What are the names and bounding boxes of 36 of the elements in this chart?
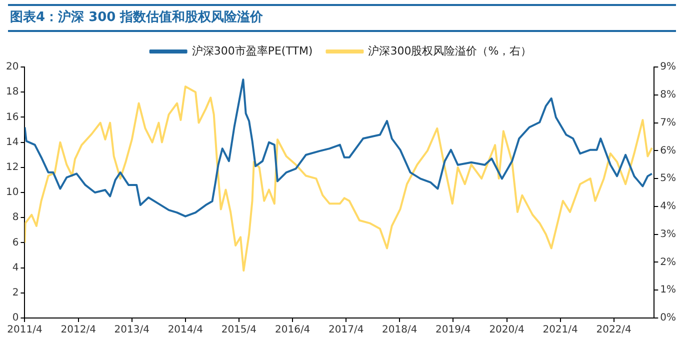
x-tick-label: 2015/4 [221,324,257,336]
y-tick-label: 20 [6,62,19,73]
x-tick-label: 2022/4 [596,324,632,336]
y-tick-label: 4 [12,262,19,274]
legend-label: 沪深300股权风险溢价（%，右） [368,44,532,58]
y-tick-label: 0 [12,312,19,324]
x-tick-label: 2014/4 [168,324,204,336]
x-tick-label: 2016/4 [274,324,310,336]
y-tick-label: 14 [6,136,19,148]
x-tick-label: 2012/4 [60,324,96,336]
y-tick-label: 10 [6,187,19,198]
x-tick-label: 2018/4 [382,324,418,336]
legend-label: 沪深300市盈率PE(TTM) [192,44,313,58]
y2-tick-label: 2% [660,256,676,268]
y-tick-label: 18 [6,86,19,98]
x-tick-label: 2017/4 [328,324,364,336]
x-tick-label: 2020/4 [489,324,524,336]
y2-tick-label: 8% [660,89,676,100]
y-tick-label: 6 [12,237,19,248]
y2-tick-label: 0% [660,312,676,324]
y-tick-label: 8 [12,212,19,224]
y2-tick-label: 1% [660,284,676,296]
x-tick-label: 2019/4 [436,324,471,336]
y2-tick-label: 7% [660,117,676,128]
y2-tick-label: 5% [660,173,676,184]
y2-tick-label: 9% [660,62,676,73]
x-tick-label: 2013/4 [114,324,150,336]
y-tick-label: 12 [6,162,19,173]
x-tick-label: 2021/4 [542,324,578,336]
chart-title: 图表4：沪深 300 指数估值和股权风险溢价 [8,4,676,32]
y2-tick-label: 6% [660,145,676,156]
y2-tick-label: 4% [660,201,676,212]
y-tick-label: 16 [6,112,19,123]
y-tick-label: 2 [12,287,19,298]
y2-tick-label: 3% [660,228,676,240]
x-tick-label: 2011/4 [7,324,42,336]
